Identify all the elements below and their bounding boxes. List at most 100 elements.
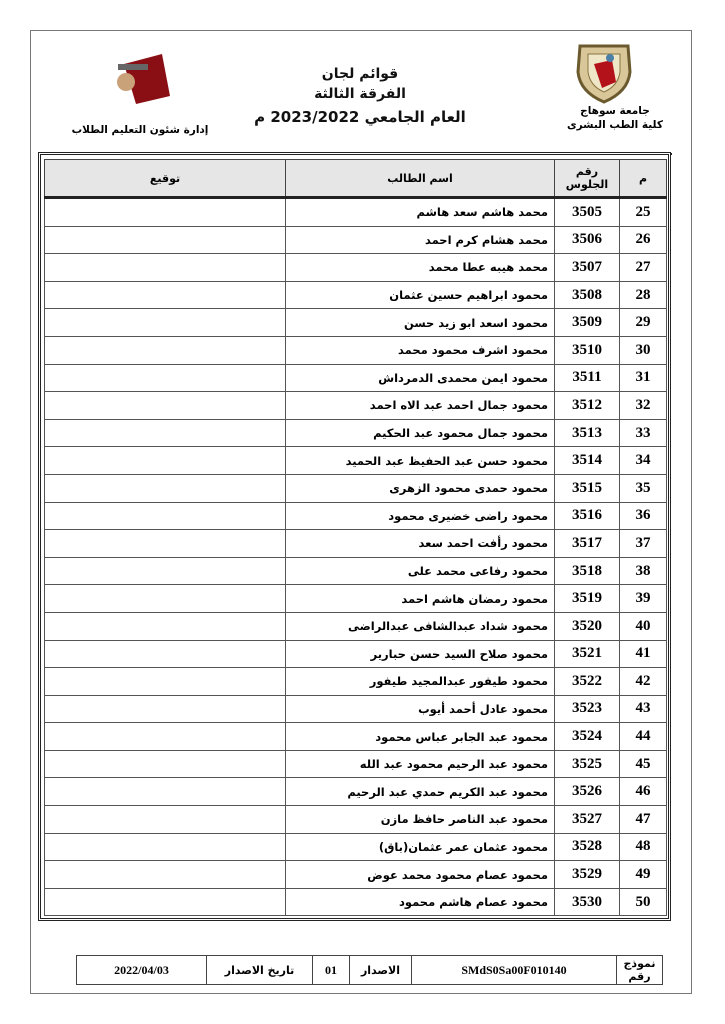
- student-name: محمود حمدى محمود الزهرى: [285, 473, 555, 503]
- signature-cell: [44, 777, 286, 807]
- row-index: 30: [619, 335, 667, 365]
- seat-number: 3513: [554, 418, 620, 448]
- university-seal-logo: [576, 44, 632, 104]
- row-index: 35: [619, 473, 667, 503]
- students-table: م رقم الجلوس اسم الطالب توقيع 25 3505 محمد…: [44, 159, 667, 917]
- row-index: 38: [619, 556, 667, 586]
- issue-date-value: 2022/04/03: [76, 955, 207, 985]
- version-label: الاصدار: [349, 955, 412, 985]
- student-name: محمود عبد الجابر عباس محمود: [285, 722, 555, 751]
- signature-cell: [44, 887, 286, 917]
- seat-number: 3505: [554, 197, 620, 227]
- seat-number: 3523: [554, 694, 620, 724]
- student-name: محمود رفاعى محمد على: [285, 556, 555, 586]
- table-row: 25 3505 محمد هاشم سعد هاشم: [44, 197, 667, 227]
- seat-number: 3514: [554, 446, 620, 475]
- seat-number: 3519: [554, 584, 620, 613]
- table-row: 36 3516 محمود راضى خضيرى محمود: [44, 501, 667, 531]
- table-row: 37 3517 محمود رأفت احمد سعد: [44, 529, 667, 558]
- table-row: 26 3506 محمد هشام كرم احمد: [44, 225, 667, 255]
- page-title: قوائم لجان: [321, 66, 399, 82]
- column-header-index: م: [619, 159, 667, 199]
- signature-cell: [44, 363, 286, 393]
- table-row: 33 3513 محمود جمال محمود عبد الحكيم: [44, 418, 667, 448]
- table-row: 43 3523 محمود عادل أحمد أيوب: [44, 694, 667, 724]
- table-row: 27 3507 محمد هيبه عطا محمد: [44, 253, 667, 282]
- table-row: 35 3515 محمود حمدى محمود الزهرى: [44, 473, 667, 503]
- row-index: 40: [619, 611, 667, 641]
- signature-cell: [44, 584, 286, 613]
- table-row: 31 3511 محمود ايمن محمدى الدمرداش: [44, 363, 667, 393]
- table-row: 40 3520 محمود شداد عبدالشافى عبدالراضى: [44, 611, 667, 641]
- student-name: محمود ايمن محمدى الدمرداش: [285, 363, 555, 393]
- table-row: 39 3519 محمود رمضان هاشم احمد: [44, 584, 667, 613]
- row-index: 32: [619, 391, 667, 420]
- table-row: 50 3530 محمود عصام هاشم محمود: [44, 887, 667, 917]
- table-row: 47 3527 محمود عبد الناصر حافظ مازن: [44, 805, 667, 834]
- student-name: محمود رمضان هاشم احمد: [285, 584, 555, 613]
- student-name: محمود راضى خضيرى محمود: [285, 501, 555, 531]
- seat-number: 3506: [554, 225, 620, 255]
- seat-number: 3518: [554, 556, 620, 586]
- signature-cell: [44, 832, 286, 862]
- table-row: 34 3514 محمود حسن عبد الحفيظ عبد الحميد: [44, 446, 667, 475]
- table-row: 49 3529 محمود عصام محمود محمد عوض: [44, 860, 667, 889]
- table-row: 30 3510 محمود اشرف محمود محمد: [44, 335, 667, 365]
- signature-cell: [44, 860, 286, 889]
- signature-cell: [44, 391, 286, 420]
- seat-number: 3530: [554, 887, 620, 917]
- table-row: 45 3525 محمود عبد الرحيم محمود عبد الله: [44, 749, 667, 779]
- row-index: 44: [619, 722, 667, 751]
- seat-number: 3507: [554, 253, 620, 282]
- signature-cell: [44, 529, 286, 558]
- student-name: محمود عصام هاشم محمود: [285, 887, 555, 917]
- seat-number: 3524: [554, 722, 620, 751]
- row-index: 28: [619, 280, 667, 310]
- signature-cell: [44, 805, 286, 834]
- table-row: 28 3508 محمود ابراهيم حسين عثمان: [44, 280, 667, 310]
- row-index: 25: [619, 197, 667, 227]
- faculty-logo: [104, 44, 170, 114]
- signature-cell: [44, 749, 286, 779]
- student-name: محمود شداد عبدالشافى عبدالراضى: [285, 611, 555, 641]
- university-name: جامعة سوهاج: [580, 105, 650, 117]
- student-name: محمود جمال محمود عبد الحكيم: [285, 418, 555, 448]
- table-row: 42 3522 محمود طيفور عبدالمجيد طيفور: [44, 667, 667, 696]
- student-name: محمود عصام محمود محمد عوض: [285, 860, 555, 889]
- year-level: الفرقة الثالثة: [314, 86, 406, 102]
- table-row: 46 3526 محمود عبد الكريم حمدي عبد الرحيم: [44, 777, 667, 807]
- row-index: 50: [619, 887, 667, 917]
- column-header-student-name: اسم الطالب: [285, 159, 555, 199]
- form-code: SMdS0Sa00F010140: [411, 955, 617, 985]
- academic-year: العام الجامعي 2023/2022 م: [254, 108, 466, 126]
- seat-number: 3509: [554, 308, 620, 337]
- student-name: محمود اسعد ابو زيد حسن: [285, 308, 555, 337]
- row-index: 42: [619, 667, 667, 696]
- seat-number: 3520: [554, 611, 620, 641]
- student-name: محمود صلاح السيد حسن حبارير: [285, 639, 555, 669]
- student-name: محمود حسن عبد الحفيظ عبد الحميد: [285, 446, 555, 475]
- seat-number: 3508: [554, 280, 620, 310]
- signature-cell: [44, 446, 286, 475]
- seat-number: 3516: [554, 501, 620, 531]
- table-row: 38 3518 محمود رفاعى محمد على: [44, 556, 667, 586]
- seat-number: 3521: [554, 639, 620, 669]
- row-index: 36: [619, 501, 667, 531]
- signature-cell: [44, 556, 286, 586]
- student-name: محمد هاشم سعد هاشم: [285, 197, 555, 227]
- seat-number: 3526: [554, 777, 620, 807]
- row-index: 31: [619, 363, 667, 393]
- student-name: محمود جمال احمد عبد الاه احمد: [285, 391, 555, 420]
- student-name: محمود عبد الرحيم محمود عبد الله: [285, 749, 555, 779]
- table-row: 44 3524 محمود عبد الجابر عباس محمود: [44, 722, 667, 751]
- row-index: 49: [619, 860, 667, 889]
- seat-number: 3510: [554, 335, 620, 365]
- row-index: 47: [619, 805, 667, 834]
- faculty-name: كلية الطب البشرى: [567, 119, 663, 131]
- version-value: 01: [312, 955, 350, 985]
- student-name: محمد هيبه عطا محمد: [285, 253, 555, 282]
- table-row: 41 3521 محمود صلاح السيد حسن حبارير: [44, 639, 667, 669]
- student-name: محمود عادل أحمد أيوب: [285, 694, 555, 724]
- seat-number: 3522: [554, 667, 620, 696]
- seat-number: 3527: [554, 805, 620, 834]
